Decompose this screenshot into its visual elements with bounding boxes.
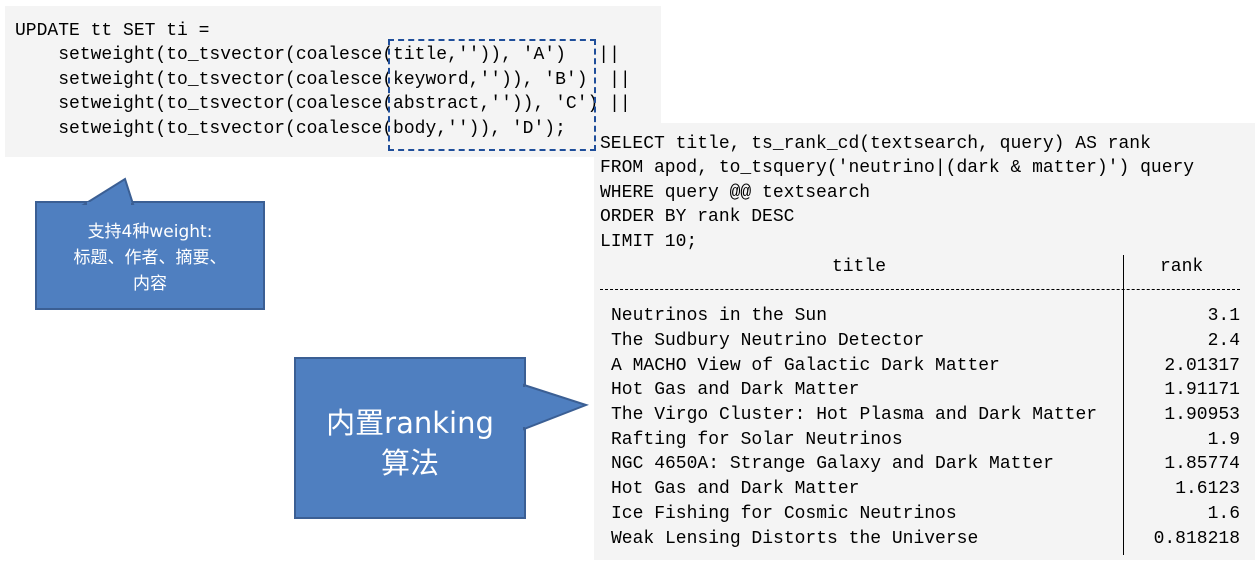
row-rank: 2.01317: [1164, 356, 1240, 376]
column-header-rank: rank: [1160, 257, 1204, 277]
row-title: Ice Fishing for Cosmic Neutrinos: [611, 504, 957, 524]
row-rank: 1.85774: [1164, 454, 1240, 474]
update-sql-line: setweight(to_tsvector(coalesce(body,''))…: [15, 119, 566, 139]
select-sql-line: ORDER BY rank DESC: [600, 207, 795, 227]
select-sql-line: SELECT title, ts_rank_cd(textsearch, que…: [600, 134, 1151, 154]
callout-tail-shape: [81, 177, 135, 206]
select-sql-line: LIMIT 10;: [600, 232, 698, 252]
update-sql-line: UPDATE tt SET ti =: [15, 21, 210, 41]
update-sql-panel: UPDATE tt SET ti = setweight(to_tsvector…: [5, 6, 661, 157]
table-row: Weak Lensing Distorts the Universe 0.818…: [594, 527, 1255, 552]
ranking-algorithm-callout: 内置ranking 算法: [294, 357, 589, 519]
weight-args-highlight-box: [388, 39, 596, 151]
row-rank: 1.9: [1207, 430, 1240, 450]
row-title: Neutrinos in the Sun: [611, 306, 828, 326]
callout-text: 算法: [380, 446, 439, 480]
row-title: Hot Gas and Dark Matter: [611, 479, 860, 499]
row-title: The Virgo Cluster: Hot Plasma and Dark M…: [611, 405, 1098, 425]
row-rank: 1.90953: [1164, 405, 1240, 425]
table-row: A MACHO View of Galactic Dark Matter 2.0…: [594, 354, 1255, 379]
callout-tail-shape: [522, 383, 589, 431]
row-rank: 2.4: [1207, 331, 1240, 351]
row-rank: 0.818218: [1153, 529, 1240, 549]
callout-text: 标题、作者、摘要、: [73, 248, 227, 268]
update-sql-line: setweight(to_tsvector(coalesce(abstract,…: [15, 94, 631, 114]
select-sql-panel: SELECT title, ts_rank_cd(textsearch, que…: [594, 123, 1255, 560]
table-row: Hot Gas and Dark Matter 1.91171: [594, 378, 1255, 403]
column-divider: [1123, 255, 1124, 555]
update-sql-line: setweight(to_tsvector(coalesce(keyword,'…: [15, 70, 631, 90]
header-divider: [600, 289, 1240, 290]
table-row: Ice Fishing for Cosmic Neutrinos 1.6: [594, 502, 1255, 527]
column-header-title: title: [832, 257, 887, 277]
row-rank: 1.6: [1207, 504, 1240, 524]
row-title: The Sudbury Neutrino Detector: [611, 331, 925, 351]
row-rank: 1.6123: [1175, 479, 1240, 499]
update-sql-line: setweight(to_tsvector(coalesce(title,'')…: [15, 45, 620, 65]
table-row: Neutrinos in the Sun 3.1: [594, 304, 1255, 329]
row-rank: 1.91171: [1164, 380, 1240, 400]
callout-text: 内置ranking: [326, 406, 494, 440]
table-row: NGC 4650A: Strange Galaxy and Dark Matte…: [594, 452, 1255, 477]
weight-support-callout: 支持4种weight: 标题、作者、摘要、 内容: [35, 177, 265, 310]
row-title: Rafting for Solar Neutrinos: [611, 430, 903, 450]
table-row: Hot Gas and Dark Matter 1.6123: [594, 477, 1255, 502]
row-title: Weak Lensing Distorts the Universe: [611, 529, 979, 549]
select-sql-line: FROM apod, to_tsquery('neutrino|(dark & …: [600, 158, 1195, 178]
table-row: The Virgo Cluster: Hot Plasma and Dark M…: [594, 403, 1255, 428]
row-rank: 3.1: [1207, 306, 1240, 326]
select-sql-line: WHERE query @@ textsearch: [600, 183, 871, 203]
row-title: Hot Gas and Dark Matter: [611, 380, 860, 400]
callout-text: 支持4种weight:: [87, 222, 213, 242]
table-row: The Sudbury Neutrino Detector 2.4: [594, 329, 1255, 354]
callout-text: 内容: [133, 274, 167, 294]
row-title: NGC 4650A: Strange Galaxy and Dark Matte…: [611, 454, 1054, 474]
row-title: A MACHO View of Galactic Dark Matter: [611, 356, 1000, 376]
table-row: Rafting for Solar Neutrinos 1.9: [594, 428, 1255, 453]
